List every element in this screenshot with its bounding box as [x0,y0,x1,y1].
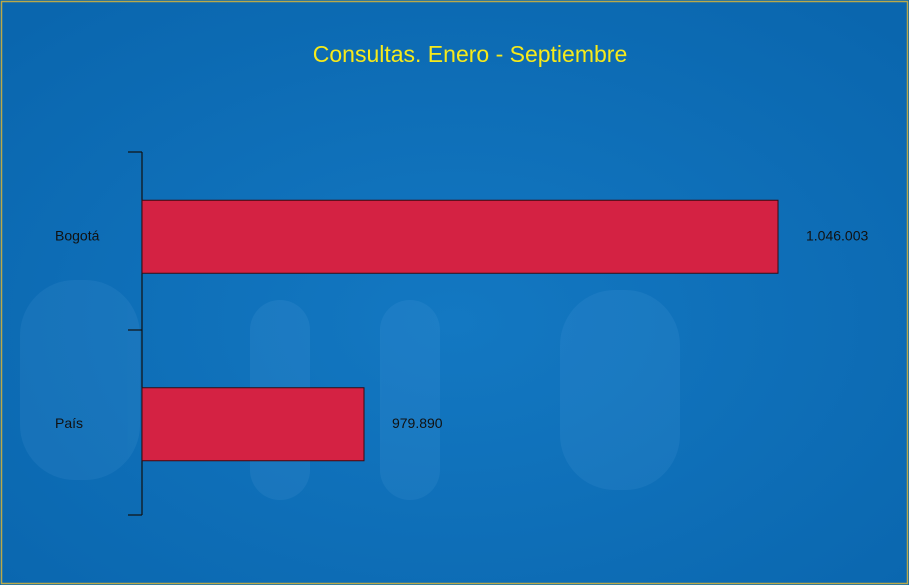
value-label: 1.046.003 [806,227,868,243]
category-label: Bogotá [55,227,100,243]
bar [141,387,365,462]
value-label: 979.890 [392,415,443,431]
category-label: País [55,415,83,431]
chart-title: Consultas. Enero - Septiembre [313,41,628,67]
watermark [20,280,680,500]
bar [141,199,779,274]
